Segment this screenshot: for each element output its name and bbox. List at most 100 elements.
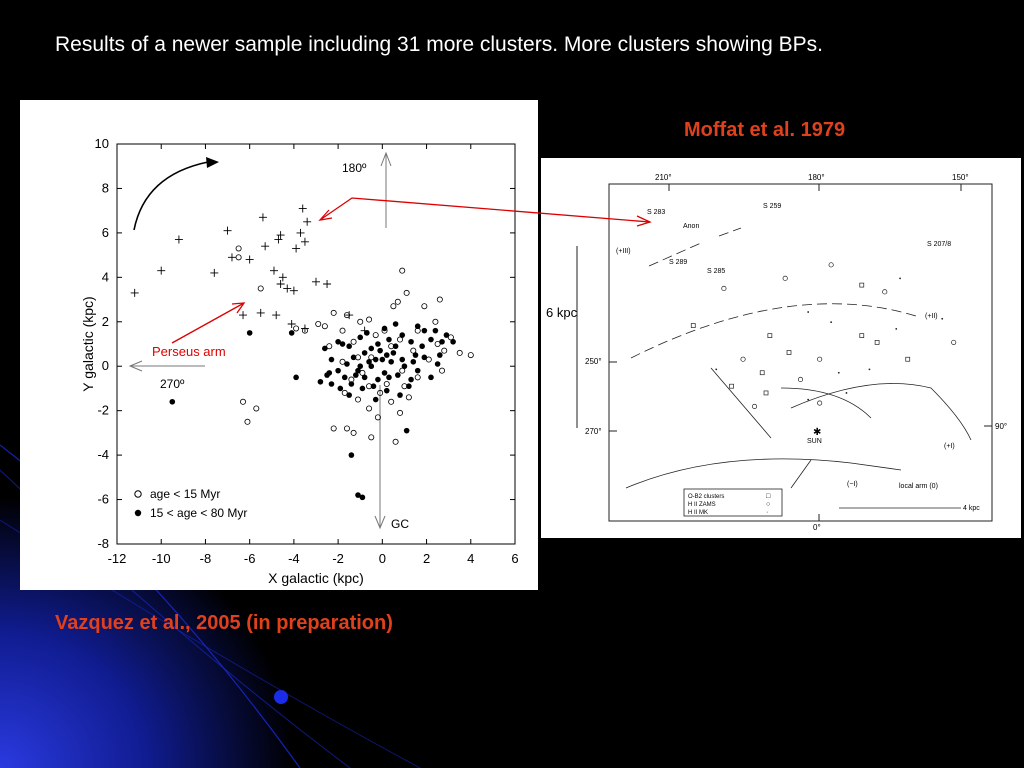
map-legend-1: O-B2 clusters: [688, 494, 724, 500]
point-plus: [239, 311, 248, 320]
point-plus: [256, 308, 265, 317]
point-young: [439, 367, 446, 374]
point-old: [386, 336, 392, 343]
label-150: 150°: [952, 173, 969, 182]
y-tick-label: 0: [102, 358, 109, 373]
legend-young: age < 15 Myr: [150, 487, 220, 501]
point-young: [377, 389, 384, 396]
point-young: [359, 369, 366, 376]
left-scatter-panel: -12 -10 -8 -6 -4 -2 0 2 4 6 10 8 6 4 2 0 -2 -4 -6 -8 X gal…: [20, 100, 538, 590]
point-young: [399, 267, 406, 274]
point-plus: [287, 320, 296, 328]
map-hii-mk: [807, 398, 810, 401]
point-old: [246, 330, 253, 336]
rotation-arrow-head: [206, 157, 219, 168]
point-old: [419, 343, 425, 350]
point-young: [392, 438, 399, 445]
x-tick-label: 4: [467, 551, 474, 566]
point-old: [412, 352, 419, 358]
point-young: [410, 347, 417, 354]
citation-vazquez: Vazquez et al., 2005 (in preparation): [55, 612, 393, 634]
y-axis-label: Y galactic (kpc): [80, 296, 96, 391]
region-s285: S 285: [707, 268, 725, 275]
label-250: 250°: [585, 357, 602, 366]
point-plus: [261, 242, 270, 251]
map-hii-zams: [740, 356, 746, 362]
decorative-dot: [274, 690, 288, 704]
point-old: [408, 338, 414, 345]
point-young: [341, 389, 348, 396]
point-plus: [345, 311, 354, 320]
point-plus: [276, 231, 285, 240]
point-young: [467, 352, 474, 359]
point-old: [364, 330, 370, 336]
point-old: [403, 427, 410, 434]
point-plus: [269, 266, 278, 275]
point-old: [379, 356, 386, 363]
point-plus: [360, 326, 369, 335]
map-cluster: [786, 350, 792, 355]
region-plus-iii: (+III): [616, 248, 631, 255]
map-hii-mk: [941, 317, 944, 320]
point-old: [346, 343, 352, 350]
point-young: [293, 325, 300, 332]
point-old: [421, 327, 428, 334]
point-plus: [300, 237, 309, 246]
point-old: [388, 358, 394, 365]
point-plus: [210, 268, 219, 277]
point-plus: [223, 226, 232, 235]
map-legend-box: [683, 488, 783, 517]
point-young: [441, 347, 448, 354]
x-tick-label: -6: [244, 551, 256, 566]
point-young: [421, 303, 428, 310]
region-anon: Anon: [683, 223, 699, 230]
y-tick-label: -6: [97, 492, 109, 507]
x-axis-label: X galactic (kpc): [268, 570, 364, 586]
y-tick-label: 10: [95, 136, 109, 151]
map-scale-label: 4 kpc: [963, 505, 980, 512]
point-old: [381, 370, 388, 376]
map-hii-zams: [782, 275, 788, 281]
x-tick-label: -10: [152, 551, 171, 566]
point-old: [355, 367, 361, 374]
arrow-180-head: [380, 151, 392, 167]
point-young: [321, 323, 328, 330]
map-hii-zams: [721, 285, 727, 292]
map-hii-mk: [845, 392, 848, 394]
region-s289: S 289: [669, 259, 687, 266]
point-young: [244, 418, 251, 425]
citation-moffat: Moffat et al. 1979: [684, 119, 846, 141]
map-legend-3-sym: ·: [766, 509, 768, 516]
point-old: [392, 343, 399, 350]
x-tick-label: 2: [423, 551, 430, 566]
map-hii-zams: [817, 400, 823, 406]
point-old: [443, 332, 450, 338]
point-old: [357, 334, 364, 341]
slide-heading: Results of a newer sample including 31 m…: [55, 33, 823, 56]
point-young: [374, 414, 381, 421]
point-old: [428, 336, 434, 343]
x-tick-label: -12: [108, 551, 127, 566]
point-old: [353, 372, 359, 378]
map-hii-mk: [868, 368, 871, 371]
point-plus: [289, 286, 298, 295]
point-old: [359, 494, 366, 501]
point-plus: [258, 213, 267, 222]
point-old: [381, 325, 388, 332]
point-old: [372, 396, 379, 403]
point-old: [432, 327, 439, 334]
point-old: [337, 385, 344, 392]
label-180-top: 180°: [808, 173, 825, 182]
map-cluster: [859, 333, 865, 338]
point-old: [370, 383, 377, 390]
point-old: [341, 374, 348, 381]
point-young: [339, 327, 346, 334]
point-plus: [278, 273, 287, 282]
point-young: [330, 425, 337, 432]
region-s207: S 207/8: [927, 241, 951, 248]
point-old: [410, 358, 417, 365]
sun-marker: ✱: [813, 427, 821, 438]
arm-plus-ii: [630, 303, 917, 359]
x-tick-label: -2: [332, 551, 344, 566]
point-old: [317, 378, 324, 385]
